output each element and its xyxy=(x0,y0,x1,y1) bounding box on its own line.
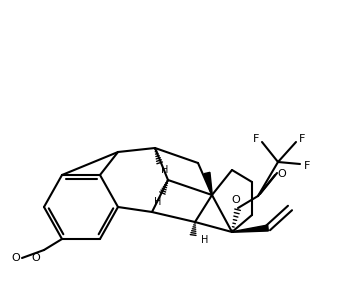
Text: F: F xyxy=(304,161,310,171)
Text: F: F xyxy=(299,134,305,144)
Text: O: O xyxy=(32,253,40,263)
Text: H: H xyxy=(154,197,162,207)
Text: H: H xyxy=(201,235,209,245)
Text: O: O xyxy=(232,195,240,205)
Polygon shape xyxy=(204,172,212,195)
Text: H: H xyxy=(161,165,169,175)
Polygon shape xyxy=(232,225,268,232)
Text: O: O xyxy=(278,169,286,179)
Text: F: F xyxy=(253,134,259,144)
Text: O: O xyxy=(11,253,20,263)
